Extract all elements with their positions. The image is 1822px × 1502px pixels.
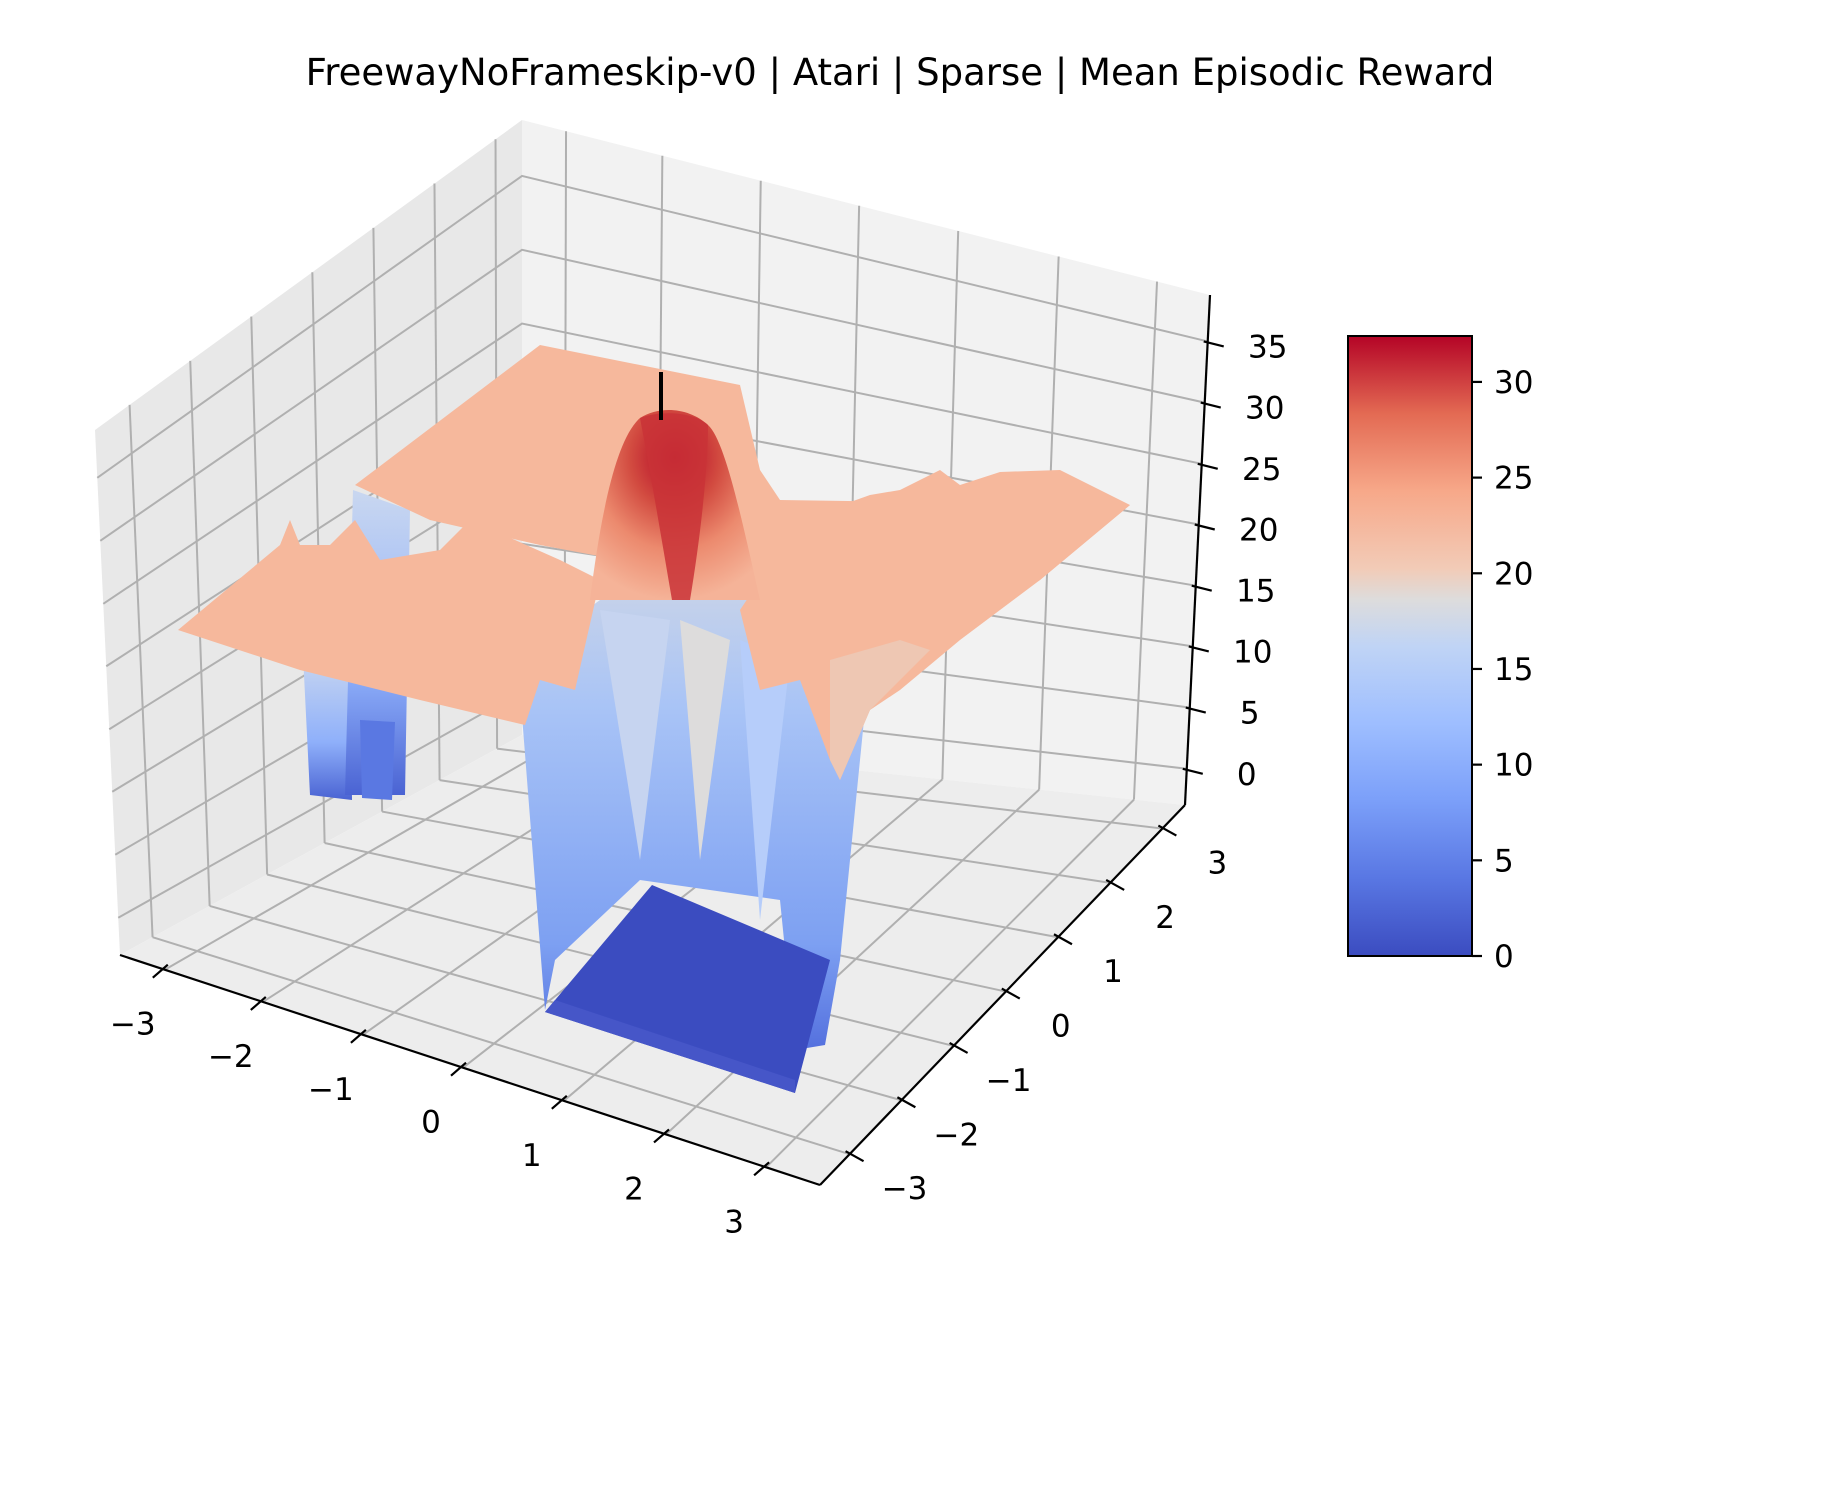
z-tick-label-1: 5 — [1240, 696, 1260, 732]
x-tick-mark-1 — [250, 996, 267, 1011]
y-tick-label-6: 3 — [1208, 846, 1228, 882]
grid-z-5 — [102, 322, 1202, 605]
y-tick-label-4: 1 — [1103, 954, 1123, 990]
colorbar-gradient — [1347, 335, 1473, 957]
y-tick-mark-2 — [949, 1041, 969, 1054]
z-tick-mark-6 — [1200, 401, 1221, 409]
z-tick-label-0: 0 — [1237, 757, 1257, 793]
z-tick-mark-5 — [1197, 462, 1218, 470]
colorbar: 0 5 10 15 20 25 30 — [1347, 335, 1533, 975]
axis-edges — [119, 294, 1212, 1187]
y-tick-label-5: 2 — [1155, 900, 1175, 936]
y-tick-mark-6 — [1157, 824, 1177, 837]
grid-z-7 — [96, 174, 1208, 479]
surface-floor-shade — [545, 1000, 795, 1093]
z-tick-mark-1 — [1185, 706, 1207, 714]
grid-y-side-0 — [128, 404, 154, 938]
x-tick-mark-5 — [653, 1128, 670, 1144]
z-tick-mark-2 — [1188, 645, 1210, 653]
grid-x-floor-5 — [665, 788, 1040, 1136]
z-tick-label-4: 20 — [1239, 513, 1278, 549]
y-tick-label-0: −3 — [882, 1171, 928, 1207]
y-tick-label-1: −2 — [934, 1117, 980, 1153]
surface-left-plateau — [178, 520, 600, 725]
x-tick-mark-2 — [350, 1028, 367, 1044]
z-tick-label-2: 10 — [1233, 634, 1272, 670]
z-tick-label-3: 15 — [1236, 574, 1275, 610]
y-tick-mark-1 — [896, 1096, 916, 1109]
surface-spike-3 — [740, 640, 790, 920]
y-tick-label-3: 0 — [1051, 1009, 1071, 1045]
colorbar-ticks: 0 5 10 15 20 25 30 — [1472, 365, 1533, 975]
colorbar-tick-label-4: 20 — [1494, 556, 1533, 592]
x-axis-line — [119, 953, 821, 1187]
z-tick-mark-0 — [1182, 767, 1204, 775]
z-tick-mark-4 — [1194, 523, 1216, 531]
surface-spike-1 — [600, 610, 670, 860]
grid-y-floor-0 — [152, 936, 850, 1156]
grid-x-back-6 — [1132, 281, 1159, 800]
pillar-drop-left-3 — [360, 720, 395, 800]
y-tick-mark-4 — [1053, 933, 1073, 946]
surface-floor — [545, 885, 830, 1093]
y-tick-label-2: −1 — [986, 1063, 1032, 1099]
colorbar-tick-label-3: 15 — [1494, 652, 1533, 688]
x-tick-label-5: 2 — [624, 1171, 644, 1207]
colorbar-tick-label-2: 10 — [1494, 748, 1533, 784]
x-tick-mark-6 — [753, 1161, 770, 1177]
colorbar-tick-label-6: 30 — [1494, 365, 1533, 401]
z-axis-line — [1183, 294, 1212, 806]
x-tick-mark-0 — [152, 963, 169, 979]
colorbar-tick-label-5: 25 — [1494, 461, 1533, 497]
x-tick-label-0: −3 — [110, 1007, 156, 1043]
x-tick-mark-3 — [450, 1061, 467, 1077]
pillar-drop-left — [303, 655, 352, 800]
z-tick-label-7: 35 — [1248, 329, 1287, 365]
y-tick-mark-3 — [1001, 987, 1021, 1000]
x-tick-label-6: 3 — [724, 1204, 744, 1240]
colorbar-tick-label-0: 0 — [1494, 939, 1514, 975]
y-tick-mark-5 — [1105, 878, 1125, 891]
y-axis-line — [819, 804, 1186, 1186]
z-tick-mark-3 — [1191, 584, 1213, 592]
x-tick-mark-4 — [551, 1094, 568, 1110]
x-tick-label-4: 1 — [522, 1138, 542, 1174]
y-tick-mark-0 — [845, 1150, 865, 1163]
x-ticks: −3 −2 −1 0 1 2 3 — [110, 963, 770, 1240]
x-tick-label-2: −1 — [308, 1072, 354, 1108]
z-tick-label-6: 30 — [1245, 391, 1284, 427]
grid-x-floor-6 — [765, 798, 1135, 1168]
chart-title: FreewayNoFrameskip-v0 | Atari | Sparse |… — [306, 51, 1495, 94]
surface-spike-2 — [680, 620, 730, 860]
z-ticks: 0 5 10 15 20 25 30 35 — [1182, 329, 1287, 793]
colorbar-tick-label-1: 5 — [1494, 843, 1514, 879]
surface-right-plateau-shade — [830, 640, 930, 780]
x-tick-label-3: 0 — [421, 1105, 441, 1141]
z-tick-label-5: 25 — [1242, 452, 1281, 488]
grid-z-6 — [99, 248, 1205, 542]
surface-plot — [178, 345, 1130, 1093]
surface-peak-ridge — [640, 413, 708, 600]
left-pane — [95, 120, 522, 955]
grid-x-floor-0 — [164, 738, 565, 971]
z-tick-mark-7 — [1203, 340, 1224, 348]
x-tick-label-1: −2 — [208, 1039, 254, 1075]
